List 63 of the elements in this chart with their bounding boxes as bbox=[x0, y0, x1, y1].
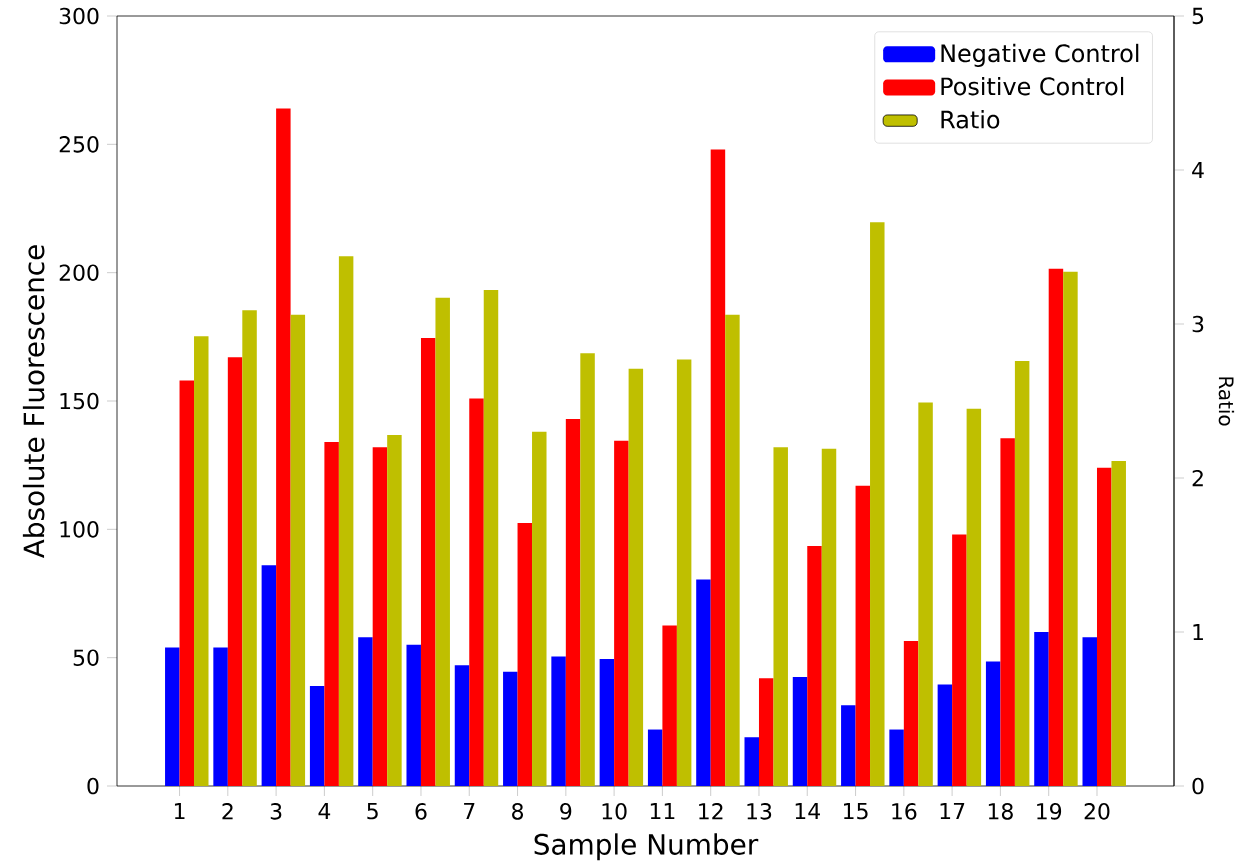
bar bbox=[358, 637, 373, 787]
x-tick-label: 11 bbox=[650, 803, 675, 820]
bar bbox=[773, 447, 788, 787]
bar bbox=[454, 665, 470, 787]
y2-tick-label: 2 bbox=[1192, 469, 1203, 487]
bar bbox=[792, 676, 808, 787]
x-tick-label: 5 bbox=[367, 803, 378, 820]
bar bbox=[213, 647, 228, 787]
bar bbox=[841, 705, 856, 787]
bar bbox=[985, 661, 1001, 787]
y-tick-label: 250 bbox=[59, 136, 99, 153]
x-tick-label: 13 bbox=[747, 803, 772, 820]
y2-tick-label: 3 bbox=[1192, 315, 1204, 333]
x-tick-label: 18 bbox=[988, 803, 1013, 820]
y-tick-label: 200 bbox=[59, 264, 99, 281]
bar bbox=[503, 671, 518, 787]
bar bbox=[758, 678, 774, 787]
x-tick-label: 3 bbox=[270, 803, 282, 820]
y2-tick-label: 4 bbox=[1192, 162, 1204, 179]
x-tick-label: 12 bbox=[699, 803, 723, 820]
y-tick-label: 100 bbox=[60, 521, 99, 538]
bar bbox=[744, 737, 759, 787]
bar bbox=[1034, 632, 1049, 787]
x-tick-label: 15 bbox=[844, 803, 868, 820]
y-tick-label: 150 bbox=[60, 392, 99, 410]
y-tick-label: 0 bbox=[87, 777, 99, 795]
y2-axis-title: Ratio bbox=[1218, 377, 1235, 426]
y2-tick-label: 1 bbox=[1193, 624, 1203, 641]
bar bbox=[676, 359, 692, 787]
bar bbox=[1082, 637, 1097, 787]
x-tick-label: 14 bbox=[795, 803, 820, 820]
x-tick-label: 10 bbox=[602, 803, 627, 820]
x-tick-label: 9 bbox=[560, 803, 572, 820]
bar bbox=[889, 729, 904, 787]
x-tick-label: 7 bbox=[464, 803, 475, 820]
x-axis-title: Sample Number bbox=[534, 833, 759, 861]
legend-label: Ratio bbox=[941, 110, 1000, 129]
x-tick-label: 20 bbox=[1084, 803, 1110, 820]
y-tick-label: 300 bbox=[59, 7, 99, 25]
bar bbox=[309, 685, 325, 787]
x-tick-label: 4 bbox=[318, 803, 331, 820]
bar bbox=[918, 402, 933, 787]
bar bbox=[599, 658, 615, 787]
x-tick-label: 6 bbox=[415, 803, 427, 820]
bar bbox=[647, 729, 663, 787]
x-tick-label: 8 bbox=[512, 803, 524, 820]
bar bbox=[937, 684, 953, 787]
bar bbox=[696, 579, 711, 787]
bar bbox=[406, 644, 421, 787]
bar bbox=[261, 565, 277, 787]
y-axis-title: Absolute Fluorescence bbox=[22, 245, 45, 559]
x-tick-label: 19 bbox=[1037, 803, 1062, 820]
y2-tick-label: 0 bbox=[1192, 777, 1204, 795]
legend-label: Positive Control bbox=[941, 76, 1124, 96]
bar bbox=[551, 656, 566, 787]
x-tick-label: 16 bbox=[892, 803, 917, 820]
y2-tick-label: 5 bbox=[1192, 7, 1204, 25]
legend-label: Negative Control bbox=[941, 43, 1139, 67]
x-tick-label: 2 bbox=[222, 803, 233, 820]
x-tick-label: 1 bbox=[174, 803, 185, 820]
x-tick-label: 17 bbox=[940, 803, 965, 820]
y-tick-label: 50 bbox=[73, 649, 99, 666]
bar bbox=[165, 647, 180, 787]
